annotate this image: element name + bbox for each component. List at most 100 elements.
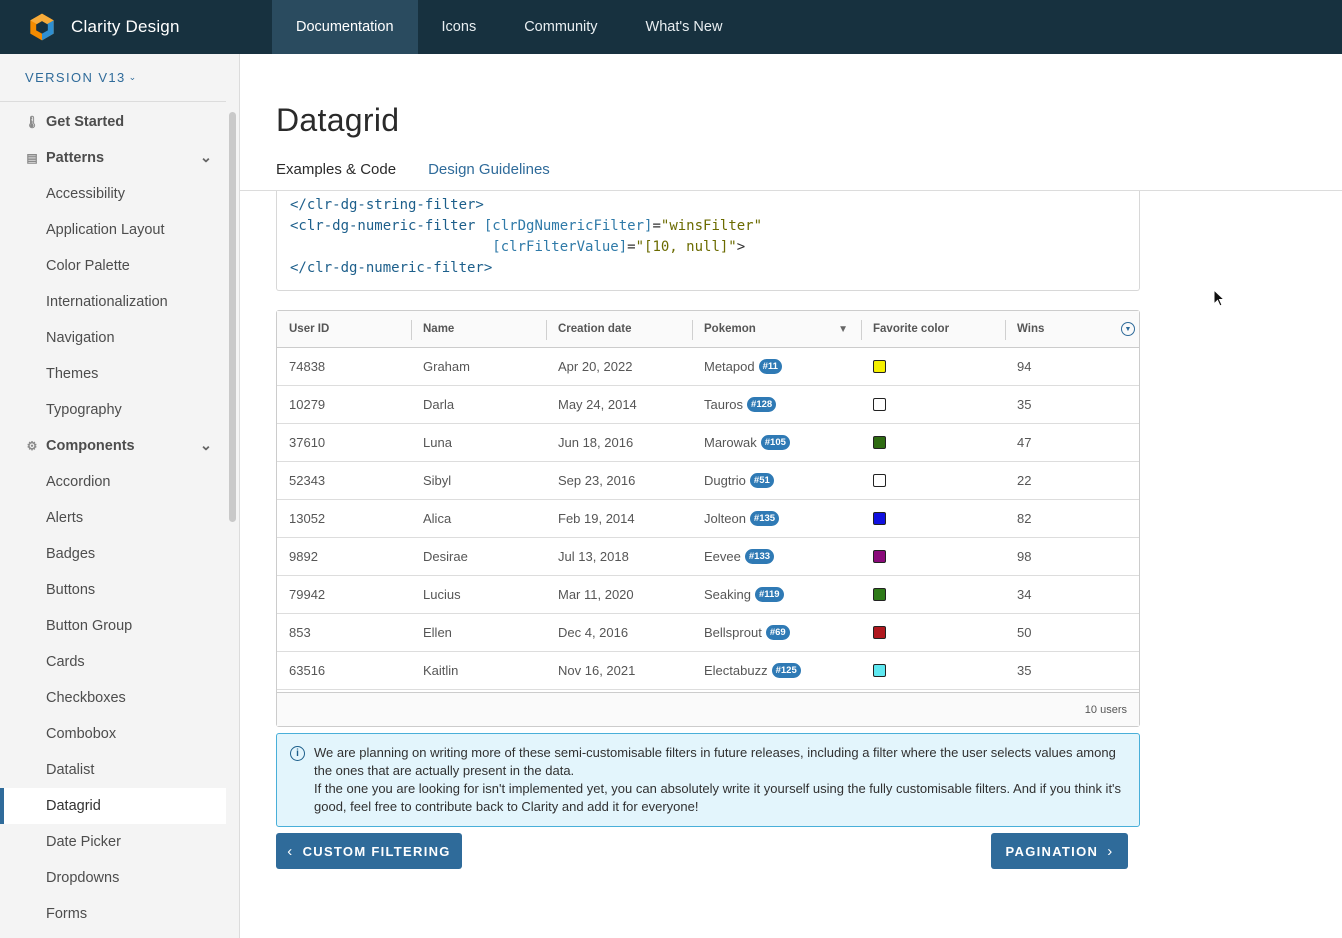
code-attr: [clrFilterValue] xyxy=(492,239,628,255)
main-content: Datagrid Examples & Code Design Guidelin… xyxy=(240,54,1342,938)
next-page-button[interactable]: PAGINATION › xyxy=(991,833,1128,869)
tab-examples-code[interactable]: Examples & Code xyxy=(276,161,397,178)
sidebar-item-accessibility[interactable]: Accessibility xyxy=(46,186,125,202)
column-header-name[interactable]: Name xyxy=(411,311,546,347)
name-cell: Graham xyxy=(423,359,470,374)
sidebar-item-button-group[interactable]: Button Group xyxy=(46,618,133,634)
wins-cell: 94 xyxy=(1017,359,1032,374)
table-row[interactable]: 52343 Sibyl Sep 23, 2016 Dugtrio #51 22 xyxy=(277,462,1139,500)
sidebar-item-components[interactable]: ⚙ Components ⌄ xyxy=(0,428,226,464)
sidebar-item-accordion[interactable]: Accordion xyxy=(46,474,111,490)
sidebar-nav-list: 🌡 Get Started ▤ Patterns ⌄ Accessibility… xyxy=(0,104,226,932)
user-id-cell: 853 xyxy=(289,625,311,640)
sidebar-item-label: Get Started xyxy=(46,114,125,130)
pokemon-name: Bellsprout xyxy=(704,625,762,640)
wins-cell: 82 xyxy=(1017,511,1032,526)
pokemon-number-badge: #69 xyxy=(765,625,790,640)
sidebar-item-typography[interactable]: Typography xyxy=(46,402,122,418)
color-swatch xyxy=(873,474,886,487)
sidebar-item-internationalization[interactable]: Internationalization xyxy=(46,294,168,310)
filter-icon[interactable]: ▼ xyxy=(838,324,848,335)
sidebar-item-combobox[interactable]: Combobox xyxy=(46,726,117,742)
column-header-label: Pokemon xyxy=(704,323,756,335)
sidebar-item-buttons[interactable]: Buttons xyxy=(46,582,96,598)
alert-text-2: If the one you are looking for isn't imp… xyxy=(314,781,1122,814)
user-id-cell: 13052 xyxy=(289,511,326,526)
nav-documentation[interactable]: Documentation xyxy=(272,0,418,54)
sidebar-item-dropdowns[interactable]: Dropdowns xyxy=(46,870,120,886)
name-cell: Desirae xyxy=(423,549,468,564)
brand[interactable]: Clarity Design xyxy=(0,0,272,54)
filter-active-icon[interactable]: ▼ xyxy=(1121,322,1135,336)
sidebar-item-alerts[interactable]: Alerts xyxy=(46,510,84,526)
sidebar-item-datalist[interactable]: Datalist xyxy=(46,762,95,778)
favorite-color-cell xyxy=(861,652,1005,689)
sidebar-item-cards[interactable]: Cards xyxy=(46,654,85,670)
chevron-left-icon: ‹ xyxy=(287,842,294,860)
user-id-cell: 74838 xyxy=(289,359,326,374)
brand-title: Clarity Design xyxy=(71,17,180,36)
wins-cell: 35 xyxy=(1017,663,1032,678)
code-snippet: </clr-dg-string-filter> <clr-dg-numeric-… xyxy=(276,191,1140,291)
table-row[interactable]: 79942 Lucius Mar 11, 2020 Seaking #119 34 xyxy=(277,576,1139,614)
color-swatch xyxy=(873,550,886,563)
chevron-down-icon[interactable]: ⌄ xyxy=(199,150,212,166)
table-row[interactable]: 37610 Luna Jun 18, 2016 Marowak #105 47 xyxy=(277,424,1139,462)
table-row[interactable]: 853 Ellen Dec 4, 2016 Bellsprout #69 50 xyxy=(277,614,1139,652)
prev-page-button[interactable]: ‹ CUSTOM FILTERING xyxy=(276,833,462,869)
sidebar-item-patterns[interactable]: ▤ Patterns ⌄ xyxy=(0,140,226,176)
color-swatch xyxy=(873,512,886,525)
version-dropdown[interactable]: VERSION V13 ⌄ xyxy=(0,54,226,102)
table-row[interactable]: 63516 Kaitlin Nov 16, 2021 Electabuzz #125 35 xyxy=(277,652,1139,690)
table-row[interactable]: 10279 Darla May 24, 2014 Tauros #128 35 xyxy=(277,386,1139,424)
favorite-color-cell xyxy=(861,424,1005,461)
table-row[interactable]: 74838 Graham Apr 20, 2022 Metapod #11 94 xyxy=(277,348,1139,386)
name-cell: Ellen xyxy=(423,625,452,640)
chevron-down-icon[interactable]: ⌄ xyxy=(199,438,212,454)
column-header-wins[interactable]: Wins ▼ xyxy=(1005,311,1139,347)
sidebar-item-application-layout[interactable]: Application Layout xyxy=(46,222,165,238)
pokemon-number-badge: #125 xyxy=(771,663,801,678)
info-alert: i We are planning on writing more of the… xyxy=(276,733,1140,827)
next-page-label: PAGINATION xyxy=(1005,843,1099,859)
sidebar-item-label: Components xyxy=(46,438,135,454)
column-header-user-id[interactable]: User ID xyxy=(289,323,330,335)
sidebar-item-badges[interactable]: Badges xyxy=(46,546,96,562)
creation-date-cell: Apr 20, 2022 xyxy=(558,359,633,374)
name-cell: Sibyl xyxy=(423,473,452,488)
nav-community[interactable]: Community xyxy=(524,19,598,35)
column-header-label: Wins xyxy=(1017,323,1045,335)
sidebar-item-navigation[interactable]: Navigation xyxy=(46,330,115,346)
color-swatch xyxy=(873,360,886,373)
pokemon-cell: Metapod #11 xyxy=(692,348,861,385)
sidebar-item-date-picker[interactable]: Date Picker xyxy=(46,834,121,850)
pokemon-number-badge: #11 xyxy=(758,359,782,374)
sidebar-item-get-started[interactable]: 🌡 Get Started xyxy=(0,104,226,140)
thermometer-icon: 🌡 xyxy=(24,115,40,129)
nav-icons[interactable]: Icons xyxy=(441,19,477,35)
sidebar-item-checkboxes[interactable]: Checkboxes xyxy=(46,690,126,706)
creation-date-cell: Jun 18, 2016 xyxy=(558,435,634,450)
column-header-creation-date[interactable]: Creation date xyxy=(546,311,692,347)
creation-date-cell: Feb 19, 2014 xyxy=(558,511,635,526)
table-row[interactable]: 13052 Alica Feb 19, 2014 Jolteon #135 82 xyxy=(277,500,1139,538)
sidebar-item-color-palette[interactable]: Color Palette xyxy=(46,258,130,274)
chevron-right-icon: › xyxy=(1107,842,1114,860)
sidebar-item-datagrid[interactable]: Datagrid xyxy=(0,788,226,824)
pokemon-name: Metapod xyxy=(704,359,755,374)
color-swatch xyxy=(873,436,886,449)
column-header-pokemon[interactable]: Pokemon ▼ xyxy=(692,311,861,347)
alert-text-1: We are planning on writing more of these… xyxy=(314,745,1116,778)
color-swatch xyxy=(873,588,886,601)
sidebar-scrollbar[interactable] xyxy=(229,112,236,522)
tab-design-guidelines[interactable]: Design Guidelines xyxy=(428,161,550,178)
clarity-logo-icon xyxy=(30,13,54,41)
user-id-cell: 63516 xyxy=(289,663,326,678)
column-header-favorite-color[interactable]: Favorite color xyxy=(861,311,1005,347)
sidebar-item-themes[interactable]: Themes xyxy=(46,366,99,382)
creation-date-cell: Dec 4, 2016 xyxy=(558,625,629,640)
sidebar-item-forms[interactable]: Forms xyxy=(46,906,88,922)
code-value: "winsFilter" xyxy=(660,218,763,234)
nav-whats-new[interactable]: What's New xyxy=(645,19,723,35)
table-row[interactable]: 9892 Desirae Jul 13, 2018 Eevee #133 98 xyxy=(277,538,1139,576)
